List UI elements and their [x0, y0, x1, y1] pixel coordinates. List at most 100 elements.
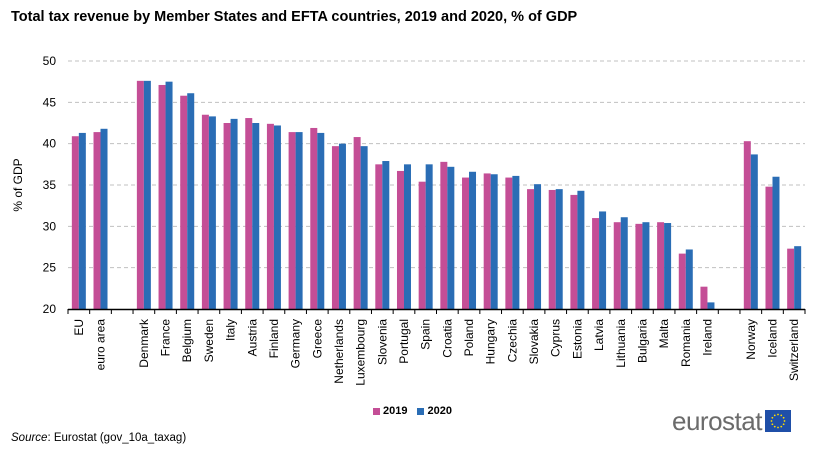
bar-2019-denmark[interactable]	[136, 80, 144, 309]
eu-star-icon	[780, 414, 783, 417]
bar-2020-cyprus[interactable]	[555, 189, 563, 309]
bar-2019-luxembourg[interactable]	[353, 137, 361, 309]
bar-2020-norway[interactable]	[750, 154, 758, 309]
bar-2019-portugal[interactable]	[396, 170, 404, 309]
bar-2020-slovakia[interactable]	[534, 184, 542, 309]
bar-2019-spain[interactable]	[418, 181, 426, 309]
bar-2019-romania[interactable]	[678, 253, 686, 309]
y-tick-label-20: 20	[43, 302, 57, 316]
bar-2020-latvia[interactable]	[599, 211, 607, 309]
bar-2020-iceland[interactable]	[772, 176, 780, 309]
bar-2020-denmark[interactable]	[143, 80, 151, 309]
bar-2019-austria[interactable]	[245, 118, 253, 309]
bar-2020-slovenia[interactable]	[382, 161, 390, 309]
bar-2019-czechia[interactable]	[505, 177, 513, 309]
x-label-eu: EU	[72, 319, 86, 336]
x-label-denmark: Denmark	[137, 318, 151, 368]
bar-2020-ireland[interactable]	[707, 302, 715, 309]
bar-2019-cyprus[interactable]	[548, 189, 556, 309]
bar-2019-slovakia[interactable]	[527, 189, 535, 309]
bar-2019-ireland[interactable]	[700, 286, 708, 309]
bar-2019-greece[interactable]	[310, 127, 318, 310]
bar-2020-euro-area[interactable]	[100, 128, 108, 309]
bar-2020-spain[interactable]	[425, 164, 433, 309]
x-label-france: France	[159, 319, 173, 357]
eu-star-icon	[773, 425, 776, 428]
eu-star-icon	[773, 414, 776, 417]
x-label-estonia: Estonia	[570, 319, 584, 359]
bar-2019-sweden[interactable]	[201, 114, 209, 309]
x-label-switzerland: Switzerland	[787, 319, 801, 381]
x-label-malta: Malta	[657, 319, 671, 349]
x-label-bulgaria: Bulgaria	[635, 319, 649, 363]
bar-2020-portugal[interactable]	[403, 164, 411, 309]
x-label-finland: Finland	[267, 319, 281, 358]
legend-label-2019: 2019	[383, 405, 408, 417]
x-label-latvia: Latvia	[592, 319, 606, 351]
chart-title: Total tax revenue by Member States and E…	[11, 9, 578, 25]
bar-2020-finland[interactable]	[273, 125, 281, 309]
bar-2019-slovenia[interactable]	[375, 164, 383, 309]
bar-2019-poland[interactable]	[462, 177, 470, 309]
source-label: Source	[11, 432, 48, 444]
bar-2020-netherlands[interactable]	[338, 143, 346, 309]
bar-2020-czechia[interactable]	[512, 175, 520, 309]
bar-2020-switzerland[interactable]	[794, 246, 802, 309]
eurostat-logo[interactable]: eurostat	[672, 408, 791, 434]
bar-2019-belgium[interactable]	[180, 95, 188, 309]
bar-2019-germany[interactable]	[288, 132, 296, 309]
bar-2019-netherlands[interactable]	[331, 146, 339, 309]
bar-2019-hungary[interactable]	[483, 173, 491, 309]
bar-2020-france[interactable]	[165, 81, 173, 310]
bar-2019-lithuania[interactable]	[613, 222, 621, 309]
bar-2019-eu[interactable]	[71, 136, 79, 309]
bar-2020-italy[interactable]	[230, 118, 238, 309]
bar-2019-finland[interactable]	[266, 123, 274, 310]
bar-2019-estonia[interactable]	[570, 194, 578, 309]
y-tick-label-35: 35	[43, 178, 57, 192]
x-label-euro-area: euro area	[94, 319, 108, 371]
bar-2020-malta[interactable]	[664, 223, 672, 309]
legend-item-2020[interactable]: 2020	[417, 405, 452, 417]
bar-2019-iceland[interactable]	[765, 186, 773, 309]
bar-2020-greece[interactable]	[317, 132, 325, 309]
bar-2020-luxembourg[interactable]	[360, 146, 368, 309]
bar-2020-eu[interactable]	[78, 132, 86, 309]
bar-2019-norway[interactable]	[743, 141, 751, 309]
bar-2019-italy[interactable]	[223, 123, 231, 309]
bar-2019-malta[interactable]	[657, 222, 665, 309]
legend: 2019 2020	[373, 405, 452, 417]
bar-2020-bulgaria[interactable]	[642, 222, 650, 309]
bar-2020-belgium[interactable]	[187, 93, 195, 310]
bar-2019-latvia[interactable]	[592, 218, 600, 309]
eu-star-icon	[777, 413, 779, 416]
bar-2020-austria[interactable]	[252, 123, 260, 309]
bar-2019-switzerland[interactable]	[787, 248, 795, 309]
x-label-italy: Italy	[224, 319, 238, 341]
bar-2019-euro-area[interactable]	[93, 132, 101, 309]
x-label-austria: Austria	[245, 319, 259, 357]
x-label-lithuania: Lithuania	[614, 319, 628, 368]
bars	[71, 80, 802, 310]
bar-2019-france[interactable]	[158, 84, 166, 310]
eu-star-icon	[783, 420, 786, 422]
bar-2020-sweden[interactable]	[208, 116, 216, 310]
eu-star-icon	[771, 423, 774, 426]
bar-2020-hungary[interactable]	[490, 174, 498, 309]
bar-2020-poland[interactable]	[469, 171, 477, 309]
x-label-greece: Greece	[310, 319, 324, 359]
source-note: Source: Eurostat (gov_10a_taxag)	[11, 432, 186, 444]
bar-2020-romania[interactable]	[685, 249, 693, 309]
bar-2019-croatia[interactable]	[440, 161, 448, 309]
x-label-germany: Germany	[289, 319, 303, 368]
bar-2020-estonia[interactable]	[577, 190, 585, 309]
bar-2020-lithuania[interactable]	[620, 217, 628, 309]
bar-2020-croatia[interactable]	[447, 166, 455, 309]
bar-2019-bulgaria[interactable]	[635, 223, 643, 309]
y-tick-label-40: 40	[43, 137, 57, 151]
x-label-iceland: Iceland	[765, 319, 779, 358]
bar-2020-germany[interactable]	[295, 132, 303, 309]
legend-item-2019[interactable]: 2019	[373, 405, 407, 417]
y-axis-ticks: 20 25 30 35 40 45 50	[43, 54, 57, 316]
legend-swatch-2019	[373, 407, 380, 415]
